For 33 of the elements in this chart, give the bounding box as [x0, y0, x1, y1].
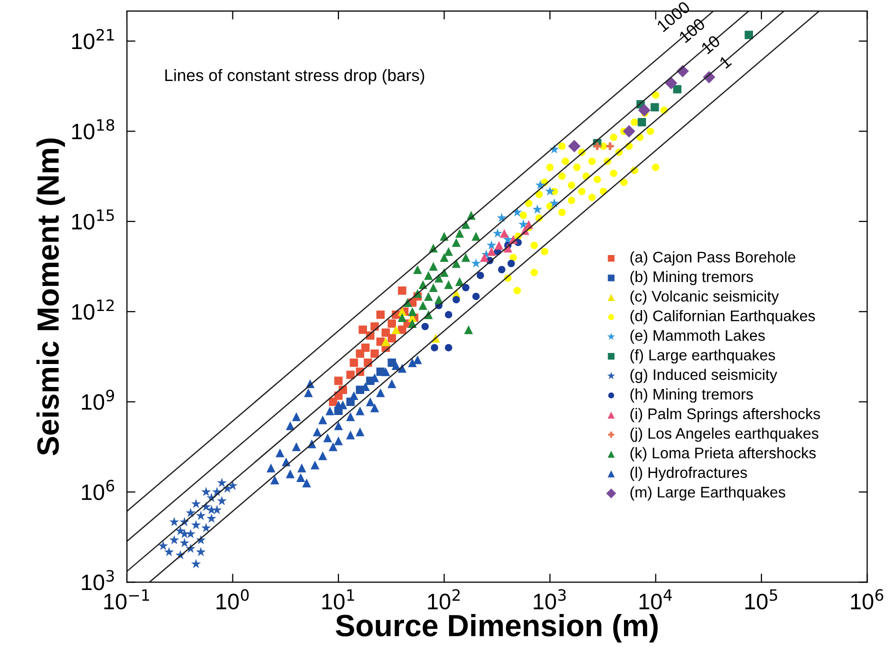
annotation: 1: [718, 55, 732, 69]
legend-label: (l) Hydrofractures: [630, 466, 747, 482]
y-tick-label: 10$^{12}$: [72, 299, 114, 320]
x-tick-label: 10$^{2}$: [428, 589, 460, 610]
y-tick-label: 10$^{18}$: [72, 119, 114, 140]
legend-label: (c) Volcanic seismicity: [630, 290, 779, 305]
x-tick-label: 10$^{1}$: [322, 589, 354, 610]
y-tick-label: 10$^{3}$: [82, 570, 114, 590]
legend-label: (b) Mining tremors: [630, 270, 753, 286]
y-tick-label: 10$^{15}$: [72, 210, 114, 230]
legend-label: (k) Loma Prieta aftershocks: [630, 447, 816, 462]
legend-label: (e) Mammoth Lakes: [630, 330, 765, 344]
legend-label: (g) Induced seismicity: [630, 368, 778, 384]
x-axis-title: Source Dimension (m): [336, 614, 658, 642]
legend-label: (f) Large earthquakes: [630, 349, 776, 364]
x-tick-label: 10$^{0}$: [216, 589, 249, 610]
y-tick-label: 10$^{6}$: [82, 480, 114, 500]
x-tick-label: 10$^{−1}$: [104, 589, 150, 610]
legend-label: (i) Palm Springs aftershocks: [630, 408, 820, 422]
y-tick-label: 10$^{21}$: [72, 28, 114, 50]
annotation: Lines of constant stress drop (bars): [165, 68, 424, 84]
x-tick-label: 10$^{6}$: [851, 589, 884, 610]
y-tick-label: 10$^{9}$: [82, 390, 114, 410]
legend-label: (d) Californian Earthquakes: [630, 310, 815, 324]
y-axis-title: Seismic Moment (Nm): [36, 138, 65, 456]
legend-label: (a) Cajon Pass Borehole: [630, 251, 796, 266]
x-tick-label: 10$^{4}$: [640, 589, 672, 610]
legend-label: (j) Los Angeles earthquakes: [630, 428, 818, 442]
legend-label: (m) Large Earthquakes: [630, 486, 786, 501]
x-tick-label: 10$^{5}$: [745, 589, 778, 610]
annotation: 10: [700, 34, 721, 54]
legend-label: (h) Mining tremors: [630, 388, 753, 403]
x-tick-label: 10$^{3}$: [534, 589, 566, 610]
